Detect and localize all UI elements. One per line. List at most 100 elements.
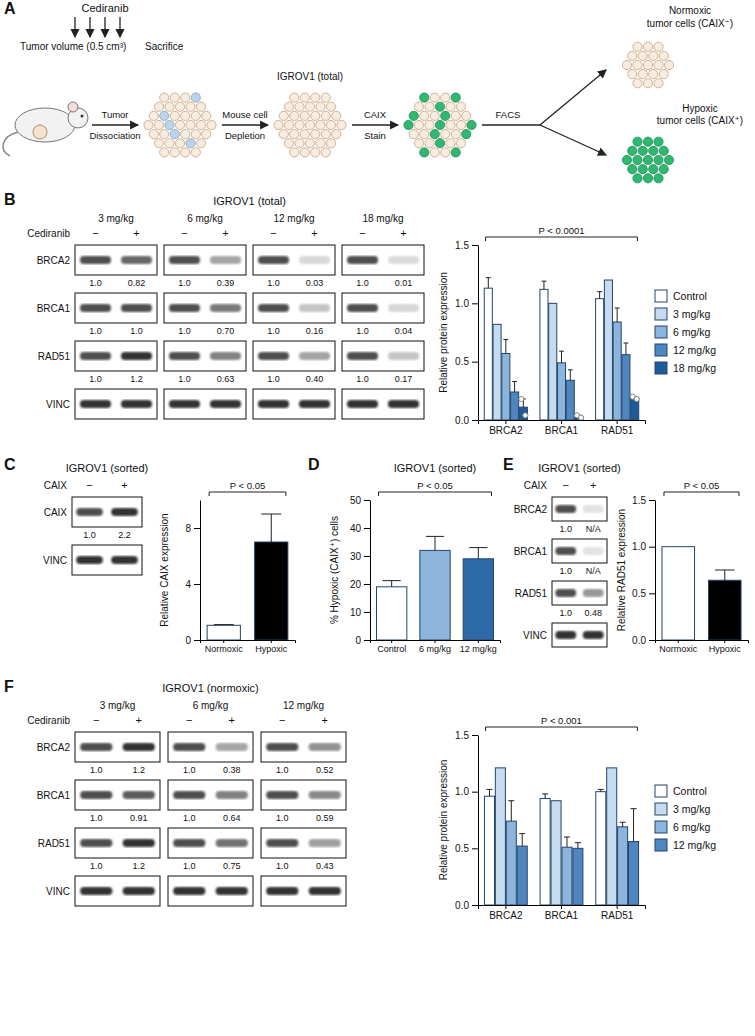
cell	[191, 93, 200, 102]
band	[169, 400, 200, 408]
cell	[638, 165, 647, 174]
cell	[441, 130, 450, 139]
lane-label: Cediranib	[27, 228, 70, 239]
y-axis: 0.00.51.01.5	[455, 240, 478, 426]
cell	[451, 93, 460, 102]
band	[210, 304, 241, 312]
mouse-body	[15, 108, 75, 142]
tick: 12 mg/kg	[460, 640, 497, 654]
cell	[633, 155, 642, 164]
plot-area	[484, 278, 639, 420]
cell	[622, 60, 631, 69]
cell	[654, 79, 663, 88]
bar	[511, 392, 519, 420]
blot-frame	[261, 828, 346, 858]
bar	[613, 322, 621, 420]
blot-frame	[168, 780, 253, 810]
quantification: 0.17	[395, 374, 413, 384]
band	[210, 352, 241, 360]
tick: 20	[350, 579, 370, 590]
cell	[654, 42, 663, 51]
error-cap	[568, 369, 573, 370]
treatment-label: Cediranib	[81, 2, 128, 14]
tick-label: 0	[185, 635, 191, 646]
population-label: tumor cells (CAIX⁺)	[657, 115, 743, 126]
error-cap	[214, 624, 234, 625]
legend-swatch	[655, 344, 667, 356]
error-line	[545, 794, 546, 799]
cell	[659, 70, 668, 79]
cell-cluster	[144, 93, 216, 157]
cell	[425, 139, 434, 148]
cell	[643, 174, 652, 183]
step-label: Tumor	[101, 109, 128, 120]
cell	[295, 120, 304, 129]
error-cap	[383, 580, 401, 581]
quantification: 0.03	[306, 278, 324, 288]
lane-sign: +	[133, 227, 139, 239]
blot-frame	[552, 581, 607, 605]
quantification: 1.2	[132, 765, 145, 775]
cell	[160, 130, 169, 139]
tick-label: BRCA1	[545, 425, 579, 436]
population-label: IGROV1 (total)	[277, 71, 343, 82]
tick-label: 1.0	[455, 298, 469, 309]
cell	[284, 139, 293, 148]
band	[258, 256, 289, 264]
cell	[435, 120, 444, 129]
band	[216, 791, 248, 799]
bar-chart: 0.00.51.01.5BRCA2BRCA1RAD51Relative prot…	[438, 225, 716, 436]
band	[121, 352, 152, 360]
tick-label: 6 mg/kg	[419, 644, 451, 654]
bar-chart: 0.00.51.01.5NormoxicHypoxicRelative RAD5…	[616, 480, 749, 654]
tick-mark	[271, 640, 272, 643]
cell	[154, 120, 163, 129]
cell	[638, 51, 647, 60]
band	[173, 743, 205, 751]
bar	[604, 280, 612, 420]
legend-swatch	[655, 326, 667, 338]
cell	[300, 148, 309, 157]
significance-bracket	[209, 492, 286, 496]
legend: Control3 mg/kg6 mg/kg12 mg/kg18 mg/kg	[655, 290, 716, 374]
blot-frame	[552, 623, 607, 647]
tick: 1.5	[455, 240, 478, 251]
legend: Control3 mg/kg6 mg/kg12 mg/kg	[655, 785, 716, 851]
cell	[456, 102, 465, 111]
quantification: 1.0	[183, 861, 196, 871]
bar	[517, 846, 527, 905]
band	[347, 352, 378, 360]
error-bar	[624, 343, 629, 355]
error-line	[599, 292, 600, 299]
band	[123, 743, 155, 751]
axis-title: Relative protein expression	[438, 760, 449, 881]
bar	[662, 547, 695, 640]
blot-frame	[552, 539, 607, 563]
cell	[414, 102, 423, 111]
legend-label: Control	[673, 785, 707, 797]
tick: 0.0	[455, 900, 478, 911]
cell	[451, 130, 460, 139]
quantification: 1.0	[90, 765, 103, 775]
tick: RAD51	[601, 905, 634, 921]
tick-label: 0.0	[455, 900, 469, 911]
error-cap	[597, 291, 602, 292]
cell	[654, 155, 663, 164]
tick-label: 1.0	[632, 541, 646, 552]
tick-mark	[364, 612, 370, 613]
cell	[295, 102, 304, 111]
error-cap	[512, 381, 517, 382]
x-axis: NormoxicHypoxic	[201, 640, 296, 654]
cell	[321, 130, 330, 139]
error-cap	[486, 277, 491, 278]
tick-label: BRCA2	[489, 910, 523, 921]
cell	[207, 120, 216, 129]
tick-mark	[223, 640, 224, 643]
cell	[196, 120, 205, 129]
cell	[628, 146, 637, 155]
cell	[305, 120, 314, 129]
bar	[551, 801, 561, 905]
cell	[659, 165, 668, 174]
error-bar	[486, 278, 491, 289]
cell	[654, 60, 663, 69]
